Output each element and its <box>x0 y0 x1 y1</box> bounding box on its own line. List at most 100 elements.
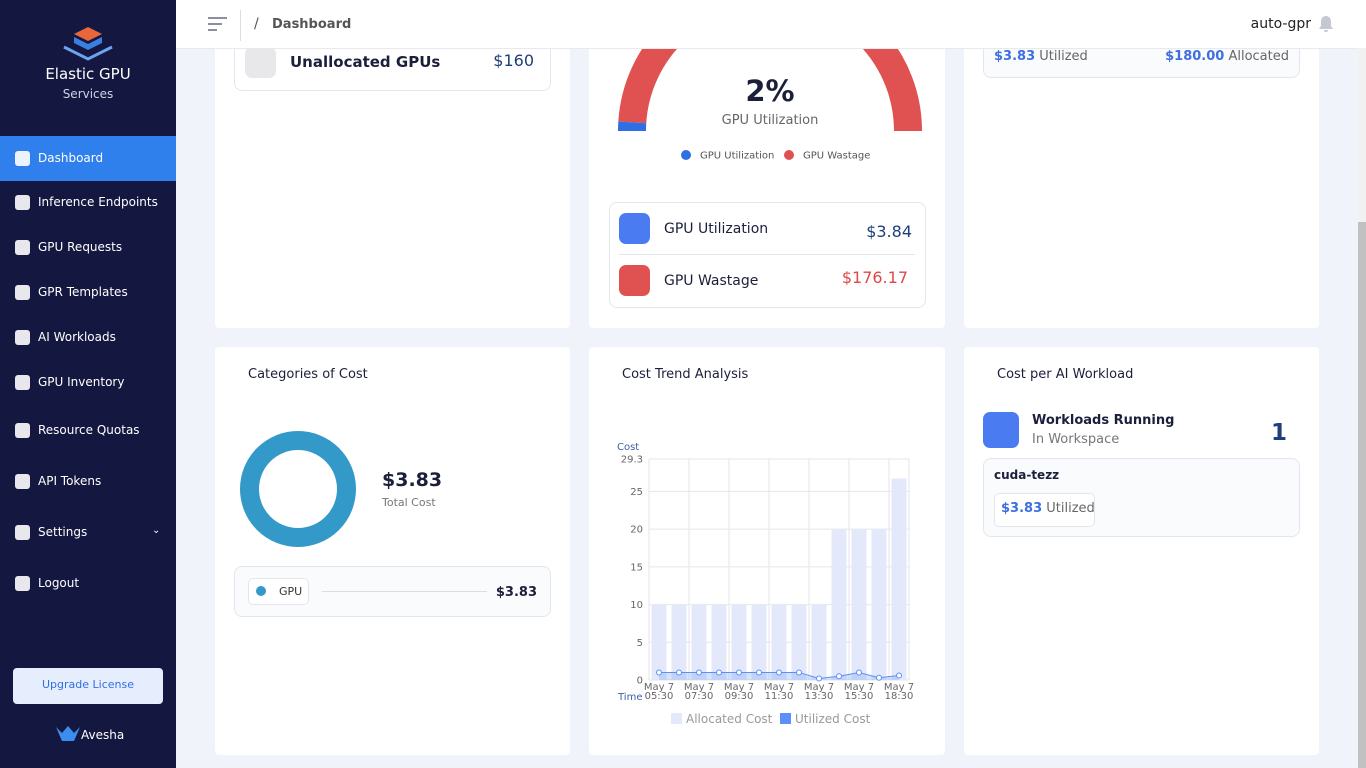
nav-item[interactable]: Settings ⌄ <box>0 510 176 555</box>
utilized-point <box>796 669 802 676</box>
x-tick-label: May 7 07:30 <box>683 682 715 702</box>
upgrade-label: Upgrade License <box>42 678 134 691</box>
legend-label: Utilized Cost <box>795 712 871 726</box>
bar <box>831 529 847 680</box>
bar <box>691 604 707 680</box>
utilized-point <box>856 669 862 676</box>
nav-icon <box>15 525 30 540</box>
nav-item[interactable]: AI Workloads <box>0 315 176 360</box>
gpu-icon <box>619 265 650 296</box>
nav-label: Logout <box>38 576 80 590</box>
gauge-track <box>618 0 922 132</box>
item-value: $3.83 Utilized <box>1001 500 1095 518</box>
utilized-point <box>816 675 822 682</box>
menu-button[interactable] <box>208 17 228 31</box>
gauge-label: GPU Utilization <box>721 113 819 128</box>
legend-value: $3.83 <box>496 585 537 600</box>
y-tick-label: 15 <box>630 562 643 573</box>
brand: Elastic GPU <box>45 65 131 83</box>
nav-label: GPU Inventory <box>38 375 125 389</box>
item-chip <box>994 493 1095 527</box>
nav-item[interactable]: GPU Inventory <box>0 360 176 405</box>
bar <box>871 529 887 680</box>
nav-item[interactable]: Inference Endpoints <box>0 180 176 225</box>
label: Unallocated GPUs <box>290 53 441 71</box>
y-tick-label: 20 <box>630 525 643 536</box>
nav-item[interactable]: Dashboard <box>0 136 176 181</box>
nav-label: GPU Requests <box>38 240 123 254</box>
legend-label: GPU Utilization <box>700 151 774 162</box>
card-title: Cost per AI Workload <box>997 367 1134 382</box>
utilized-point <box>676 669 682 676</box>
nav-icon <box>15 240 30 255</box>
nav-item[interactable]: GPR Templates <box>0 270 176 315</box>
upgrade-button[interactable]: Upgrade License <box>13 668 163 704</box>
count: 1 <box>1270 420 1287 446</box>
breadcrumb-sep: / <box>254 16 259 32</box>
legend-label: Allocated Cost <box>686 712 773 726</box>
footer: Avesha <box>81 728 125 742</box>
utilized-point <box>756 669 762 676</box>
nav-icon <box>15 151 30 166</box>
nav-icon <box>15 195 30 210</box>
nav-label: Dashboard <box>38 151 104 165</box>
label: Utilized <box>1039 49 1088 64</box>
nav-label: AI Workloads <box>38 330 116 344</box>
brand-sub: Services <box>62 87 114 101</box>
chevron: ⌄ <box>152 525 161 536</box>
value: $3.83 <box>1001 501 1043 516</box>
x-tick-label: May 7 18:30 <box>883 682 915 702</box>
scroll-thumb <box>1358 222 1366 768</box>
bar <box>811 604 827 680</box>
utilized-point <box>876 674 882 681</box>
nav-icon <box>15 285 30 300</box>
legend-label: GPU <box>279 585 302 598</box>
nav-item[interactable]: GPU Requests <box>0 225 176 270</box>
utilized-point <box>776 669 782 676</box>
y-tick-label: 25 <box>630 487 643 498</box>
row-label: GPU Wastage <box>664 273 759 289</box>
donut-label: Total Cost <box>382 496 436 509</box>
legend-label: GPU Wastage <box>803 151 870 162</box>
breadcrumb[interactable]: Dashboard <box>272 17 352 32</box>
y-axis-label: Cost <box>617 442 639 453</box>
bar <box>671 604 687 680</box>
avesha-logo <box>56 726 80 741</box>
legend-dot <box>256 586 266 596</box>
card <box>964 347 1319 755</box>
nav-icon <box>15 474 30 489</box>
label: Allocated <box>1228 49 1289 64</box>
y-tick-label: 0 <box>637 676 643 687</box>
y-tick-label: 10 <box>630 600 643 611</box>
bar <box>851 529 867 680</box>
bar <box>791 604 807 680</box>
user[interactable]: auto-gpr <box>1250 16 1311 32</box>
workload-icon <box>983 412 1019 448</box>
nav-label: Inference Endpoints <box>38 195 158 209</box>
nav-item[interactable]: API Tokens <box>0 459 176 504</box>
donut-segment <box>240 431 356 547</box>
header: / Dashboard auto-gpr <box>176 0 1366 49</box>
value: $160 <box>493 51 534 70</box>
rows-box <box>609 202 926 308</box>
utilized: $3.83 Utilized <box>994 48 1088 66</box>
utilized-point <box>896 672 902 679</box>
y-tick-label: 29.3 <box>621 455 643 466</box>
bell[interactable] <box>1318 15 1334 32</box>
legend-dot <box>681 150 691 160</box>
nav-item[interactable]: Resource Quotas <box>0 408 176 453</box>
x-tick-label: May 7 05:30 <box>643 682 675 702</box>
bar <box>891 478 907 680</box>
bar <box>731 604 747 680</box>
card-title: Categories of Cost <box>248 367 368 382</box>
sidebar: Elastic GPU Services Upgrade License Ave… <box>0 0 176 768</box>
nav-item[interactable]: Logout <box>0 561 176 606</box>
nav-label: Resource Quotas <box>38 423 140 437</box>
nav-icon <box>15 576 30 591</box>
utilized-point <box>656 669 662 676</box>
value: $180.00 <box>1165 49 1225 64</box>
row-value: $176.17 <box>841 268 908 287</box>
card-title: Cost Trend Analysis <box>622 367 749 382</box>
